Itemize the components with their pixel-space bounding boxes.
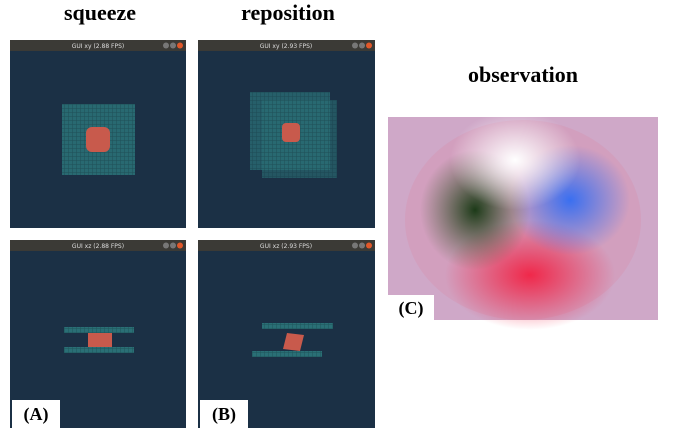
panel-label: (B) xyxy=(212,404,236,425)
heading: observation xyxy=(468,62,578,87)
panel-label: (A) xyxy=(24,404,49,425)
sim-window: GUI xz (2.88 FPS) xyxy=(10,240,186,428)
window-title: GUI xz (2.93 FPS) xyxy=(260,243,312,250)
heading: squeeze xyxy=(64,0,136,25)
figure: squeeze reposition observation GUI xy (2… xyxy=(0,0,673,434)
window-title: GUI xz (2.88 FPS) xyxy=(72,243,124,250)
sim-window: GUI xy (2.88 FPS) xyxy=(10,40,186,228)
window-title: GUI xy (2.88 FPS) xyxy=(72,43,125,50)
sim-window: GUI xz (2.93 FPS) xyxy=(198,240,375,428)
window-title: GUI xy (2.93 FPS) xyxy=(260,43,313,50)
panel-label: (C) xyxy=(399,298,424,319)
sim-window: GUI xy (2.93 FPS) xyxy=(198,40,375,228)
heading: reposition xyxy=(241,0,335,25)
